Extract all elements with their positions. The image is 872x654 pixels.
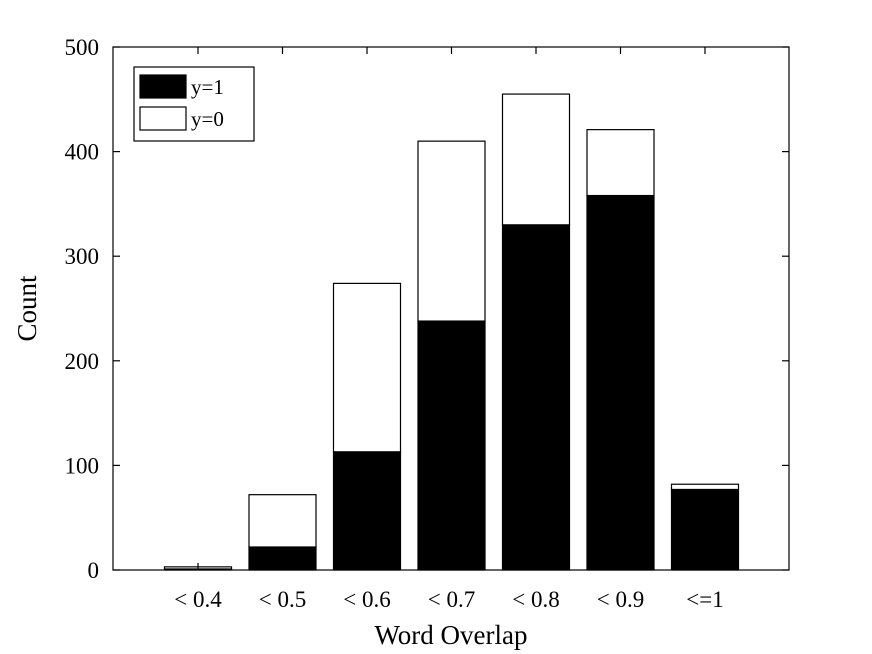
y-tick-label-5: 500 (65, 35, 100, 60)
bar-y1-2 (332, 451, 402, 571)
y-tick-label-1: 100 (65, 453, 100, 478)
y-tick-label-3: 300 (65, 244, 100, 269)
x-tick-label-6: <=1 (686, 587, 723, 612)
x-tick-label-1: < 0.5 (259, 587, 306, 612)
bar-y0-6 (670, 483, 740, 491)
legend: y=1y=0 (133, 66, 255, 142)
x-axis-ticks: < 0.4 < 0.5 < 0.6 < 0.7 < 0.8 < 0.9 <=1 (174, 47, 724, 612)
bar-y0-1 (248, 494, 317, 548)
bar-y0-3 (417, 140, 486, 322)
bar-y0-5 (586, 129, 655, 197)
x-tick-label-0: < 0.4 (174, 587, 222, 612)
bar-y1-6 (670, 488, 740, 571)
x-tick-label-2: < 0.6 (343, 587, 390, 612)
bar-y0-4 (501, 93, 571, 226)
bars-group (163, 93, 740, 571)
x-tick-label-3: < 0.7 (428, 587, 475, 612)
y-tick-label-2: 200 (65, 349, 100, 374)
bar-y1-5 (586, 194, 655, 571)
bar-y1-4 (501, 224, 571, 571)
y-tick-label-4: 400 (65, 140, 100, 165)
y-axis-title: Count (12, 275, 42, 342)
legend-swatch-0 (139, 74, 187, 99)
legend-label-0: y=1 (191, 75, 224, 99)
legend-swatch-1 (139, 106, 187, 131)
y-tick-label-0: 0 (88, 558, 100, 583)
x-tick-label-5: < 0.9 (597, 587, 644, 612)
bar-y0-2 (332, 282, 402, 453)
bar-y1-3 (417, 320, 486, 571)
legend-label-1: y=0 (191, 107, 224, 131)
x-tick-label-4: < 0.8 (512, 587, 559, 612)
x-axis-title: Word Overlap (374, 620, 527, 650)
y-axis-ticks: 0 100 200 300 400 500 (65, 35, 789, 583)
